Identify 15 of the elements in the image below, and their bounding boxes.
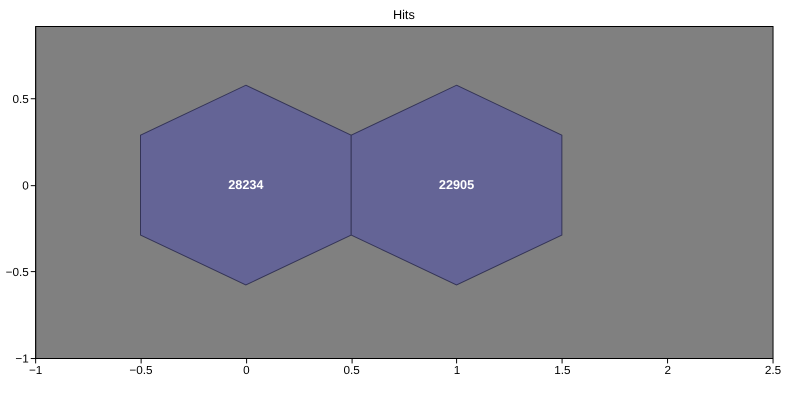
x-tick-label: −0.5	[129, 364, 154, 378]
x-tick-label: 2.5	[764, 364, 782, 378]
x-tick-label: 1.5	[554, 364, 571, 378]
y-tick-label: −0.5	[6, 266, 30, 279]
y-tick-label: −1	[15, 352, 29, 366]
x-tick-label: 2	[664, 364, 671, 378]
x-tick-label: 0.5	[344, 364, 360, 378]
annotation: 28234	[228, 178, 264, 192]
y-tick-label: 0.5	[12, 93, 30, 106]
chart-title: Hits	[392, 8, 415, 22]
x-tick-label: 1	[454, 364, 460, 378]
x-tick-label: −1	[28, 364, 42, 378]
annotation: 22905	[438, 178, 474, 192]
y-tick-label: 0	[22, 179, 30, 192]
x-tick-label: 0	[243, 364, 250, 378]
